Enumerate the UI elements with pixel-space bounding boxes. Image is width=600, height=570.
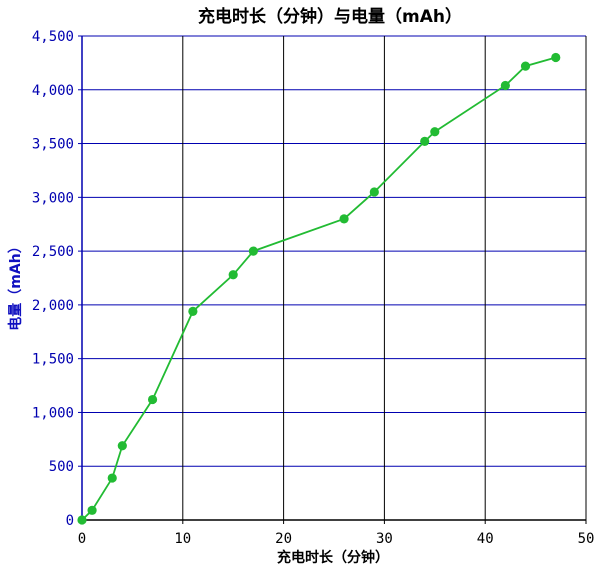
axes [81, 36, 586, 521]
data-point [500, 80, 510, 91]
x-tick-label: 40 [477, 531, 494, 547]
x-tick-label: 0 [78, 531, 86, 547]
data-point [87, 505, 97, 515]
data-series [77, 52, 561, 525]
y-tick-label: 2,500 [32, 244, 74, 260]
data-point [117, 441, 127, 451]
x-tick-label: 20 [275, 531, 292, 547]
data-point [369, 187, 379, 197]
data-point [147, 394, 158, 405]
y-tick-label: 500 [49, 459, 74, 475]
y-tick-label: 3,000 [32, 190, 74, 206]
x-tick-label: 50 [578, 531, 595, 547]
y-tick-label: 4,000 [32, 83, 74, 99]
data-point [107, 473, 117, 483]
x-tick-label: 10 [174, 531, 191, 547]
y-tick-label: 1,000 [32, 405, 74, 421]
series-line [81, 56, 557, 521]
y-tick-label: 2,000 [32, 298, 74, 314]
data-point [430, 127, 440, 137]
y-tick-label: 3,500 [32, 137, 74, 153]
x-tick-label: 30 [376, 531, 393, 547]
data-point [520, 61, 531, 71]
y-tick-label: 1,500 [32, 352, 74, 368]
data-point [77, 515, 87, 525]
data-point [228, 270, 238, 280]
data-point [188, 306, 198, 316]
data-point [339, 214, 349, 224]
x-axis-label: 充电时长（分钟） [277, 549, 389, 566]
y-axis-label: 电量（mAh） [7, 239, 24, 330]
chart-title: 充电时长（分钟）与电量（mAh） [198, 6, 462, 27]
data-point [420, 136, 430, 147]
data-point [248, 246, 258, 256]
y-tick-label: 4,500 [32, 29, 74, 45]
y-tick-label: 0 [66, 513, 74, 529]
grid-lines [82, 35, 587, 520]
y-axis-ticks: 0 500 1,000 1,500 2,000 2,500 3,000 3,500 4,000 4… [32, 29, 82, 529]
data-point [551, 52, 561, 63]
x-axis-ticks: 0 10 20 30 40 50 [78, 520, 595, 547]
